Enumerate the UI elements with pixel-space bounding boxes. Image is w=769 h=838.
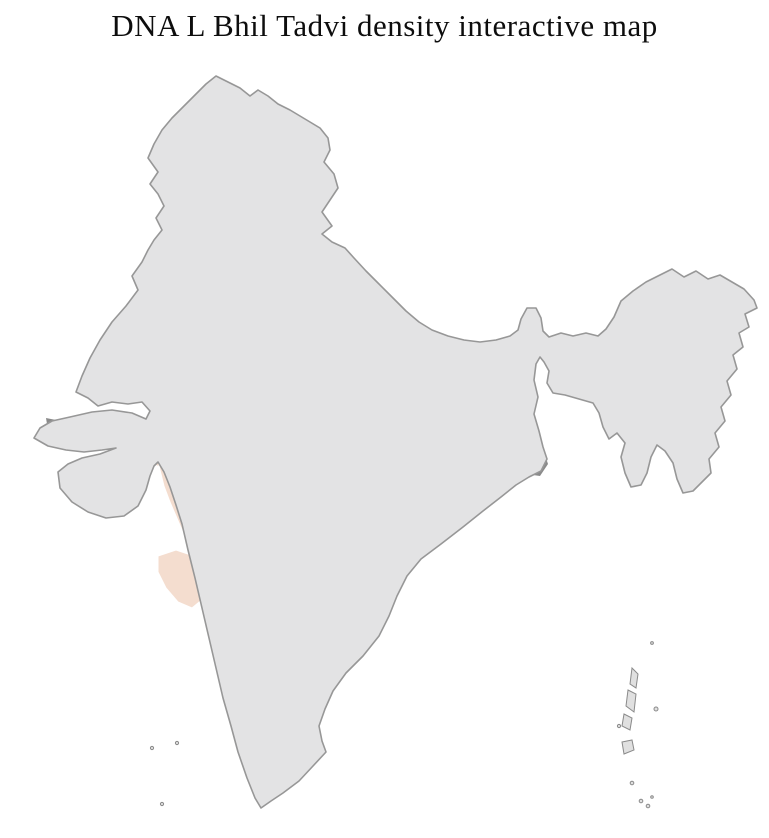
page-title: DNA L Bhil Tadvi density interactive map xyxy=(111,8,658,43)
andaman-nicobar-islands xyxy=(616,641,659,809)
lakshadweep-islands xyxy=(149,740,180,807)
india-outline-stroke xyxy=(33,75,758,809)
